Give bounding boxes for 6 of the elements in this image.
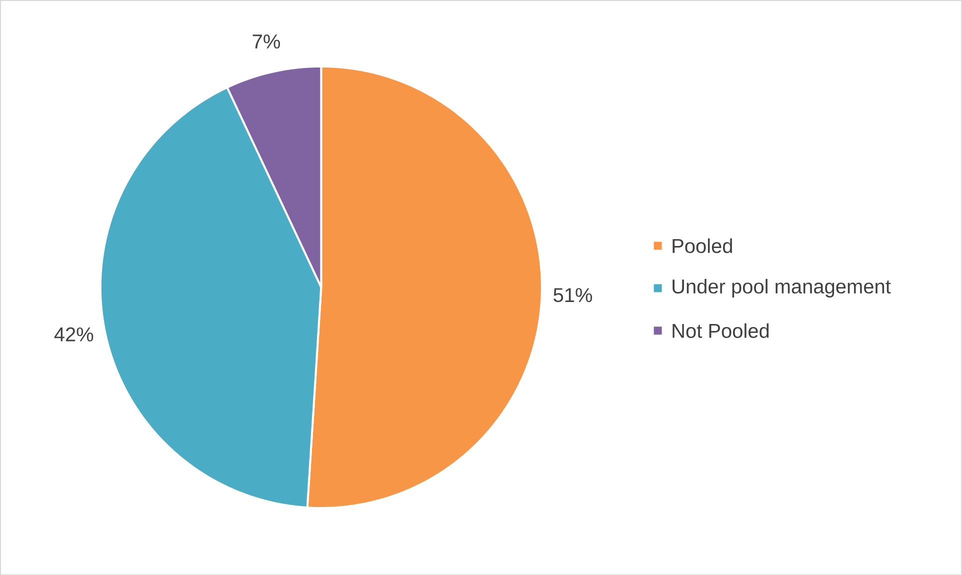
legend-label: Not Pooled bbox=[672, 323, 769, 338]
data-label: 51% bbox=[554, 288, 592, 302]
data-label: 42% bbox=[54, 327, 94, 342]
data-label: 7% bbox=[252, 34, 280, 48]
legend-label: Pooled bbox=[672, 238, 732, 253]
legend-label: Under pool management bbox=[672, 278, 891, 298]
